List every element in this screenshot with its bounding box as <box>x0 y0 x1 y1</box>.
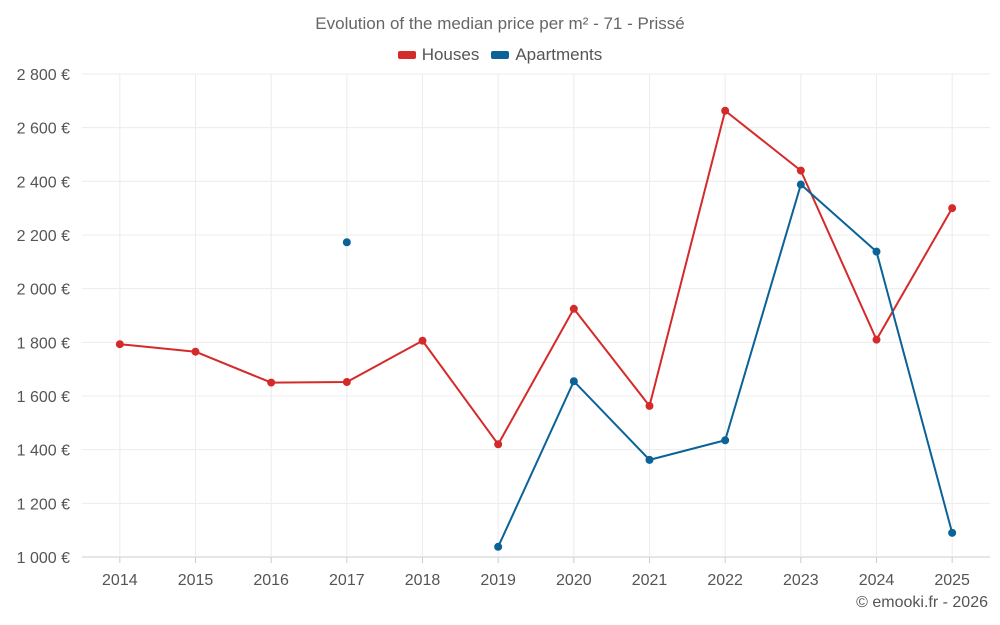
y-tick-label: 1 000 € <box>17 550 70 567</box>
x-tick-label: 2018 <box>405 572 441 589</box>
y-tick-label: 2 800 € <box>17 67 70 84</box>
chart-title: Evolution of the median price per m² - 7… <box>315 14 685 33</box>
x-tick-label: 2019 <box>480 572 516 589</box>
data-point-apartments <box>948 528 957 537</box>
data-point-houses <box>645 401 654 410</box>
series-line-houses <box>119 109 954 446</box>
legend-swatch-houses <box>397 51 416 59</box>
data-point-houses <box>267 378 276 387</box>
legend-item-apartments[interactable]: Apartments <box>491 45 602 65</box>
credit-text: © emooki.fr - 2026 <box>856 594 988 611</box>
data-point-houses <box>494 440 503 449</box>
x-tick-label: 2016 <box>253 572 289 589</box>
legend-swatch-apartments <box>491 51 510 59</box>
x-tick-label: 2020 <box>556 572 592 589</box>
data-point-houses <box>796 166 805 175</box>
y-tick-label: 2 600 € <box>17 121 70 138</box>
data-point-apartments <box>645 455 654 464</box>
y-tick-label: 1 600 € <box>17 389 70 406</box>
data-point-houses <box>569 304 578 313</box>
data-point-houses <box>948 204 957 213</box>
x-tick-label: 2024 <box>859 572 895 589</box>
data-point-houses <box>872 335 881 344</box>
legend: Houses Apartments <box>0 45 1000 65</box>
x-tick-label: 2014 <box>102 572 138 589</box>
data-point-houses <box>418 336 427 345</box>
y-tick-label: 2 000 € <box>17 282 70 299</box>
x-tick-label: 2015 <box>178 572 214 589</box>
data-point-apartments <box>569 377 578 386</box>
data-point-houses <box>721 106 730 115</box>
x-tick-label: 2021 <box>632 572 668 589</box>
x-tick-label: 2017 <box>329 572 365 589</box>
legend-label-houses: Houses <box>421 45 480 64</box>
y-tick-label: 1 800 € <box>17 335 70 352</box>
data-point-houses <box>115 340 124 349</box>
x-tick-label: 2023 <box>783 572 819 589</box>
data-point-apartments <box>342 238 351 247</box>
y-tick-label: 1 200 € <box>17 496 70 513</box>
data-point-apartments <box>796 180 805 189</box>
y-tick-label: 2 400 € <box>17 174 70 191</box>
x-tick-label: 2025 <box>934 572 970 589</box>
data-point-apartments <box>721 436 730 445</box>
data-point-apartments <box>494 542 503 551</box>
x-tick-label: 2022 <box>707 572 743 589</box>
y-tick-label: 1 400 € <box>17 443 70 460</box>
data-point-apartments <box>872 247 881 256</box>
legend-item-houses[interactable]: Houses <box>397 45 480 65</box>
legend-label-apartments: Apartments <box>515 45 603 64</box>
y-tick-label: 2 200 € <box>17 228 70 245</box>
data-point-houses <box>342 378 351 387</box>
data-point-houses <box>191 347 200 356</box>
